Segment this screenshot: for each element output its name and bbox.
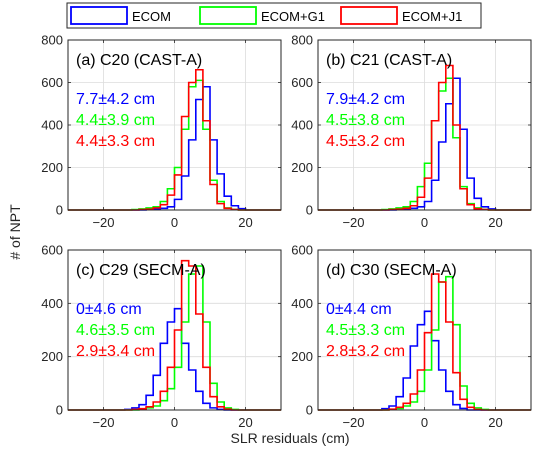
legend-box (66, 2, 482, 29)
legend-entry-ecom-g1: ECOM+G1 (199, 6, 325, 25)
y-tick-label: 0 (56, 403, 63, 418)
y-tick-label: 0 (306, 203, 313, 218)
x-axis-label: SLR residuals (cm) (230, 430, 349, 446)
y-tick-label: 600 (41, 243, 63, 258)
panel-title: (a) C20 (CAST-A) (76, 52, 202, 69)
panel-title: (d) C30 (SECM-A) (326, 262, 457, 279)
x-tick-label: 20 (238, 415, 252, 430)
stat-label-ecom-j1: 4.4±3.3 cm (76, 133, 155, 150)
y-tick-label: 800 (291, 33, 313, 48)
legend-entry-ecom-j1: ECOM+J1 (340, 6, 462, 25)
stat-label-ecom-g1: 4.5±3.3 cm (326, 322, 405, 339)
legend-label-ecom-j1: ECOM+J1 (402, 9, 462, 24)
y-tick-label: 0 (306, 403, 313, 418)
x-tick-label: 20 (488, 215, 502, 230)
stat-label-ecom-j1: 4.5±3.2 cm (326, 133, 405, 150)
panel-title: (b) C21 (CAST-A) (326, 52, 452, 69)
y-tick-label: 200 (291, 160, 313, 175)
y-tick-label: 400 (41, 296, 63, 311)
stat-label-ecom-g1: 4.4±3.9 cm (76, 112, 155, 129)
y-tick-label: 0 (56, 203, 63, 218)
legend-swatch-ecom (70, 6, 128, 25)
panel-b: 0 200 400 600 800 −20 0 20 (b) C21 (CAST-A) 7.9±4… (291, 33, 532, 230)
x-tick-label: 0 (171, 215, 178, 230)
x-tick-label: −20 (92, 415, 114, 430)
x-tick-label: −20 (92, 215, 114, 230)
y-tick-label: 800 (41, 33, 63, 48)
legend-entry-ecom: ECOM (70, 6, 171, 25)
y-tick-label: 200 (41, 349, 63, 364)
x-tick-label: 0 (171, 415, 178, 430)
y-tick-label: 600 (41, 75, 63, 90)
stat-label-ecom-g1: 4.5±3.8 cm (326, 112, 405, 129)
legend-label-ecom: ECOM (132, 9, 171, 24)
legend: ECOM ECOM+G1 ECOM+J1 (66, 2, 482, 29)
stat-label-ecom: 0±4.6 cm (76, 301, 142, 318)
y-axis-label: # of NPT (7, 204, 23, 260)
stat-label-ecom-j1: 2.8±3.2 cm (326, 343, 405, 360)
y-tick-label: 200 (41, 160, 63, 175)
y-tick-label: 600 (291, 243, 313, 258)
stat-label-ecom-g1: 4.6±3.5 cm (76, 322, 155, 339)
legend-label-ecom-g1: ECOM+G1 (261, 9, 325, 24)
y-tick-label: 200 (291, 349, 313, 364)
y-tick-label: 400 (291, 296, 313, 311)
y-tick-label: 400 (291, 118, 313, 133)
y-tick-label: 600 (291, 75, 313, 90)
panel-d: 0 200 400 600 −20 0 20 (d) C30 (SECM-A) 0±4.4 cm… (291, 243, 532, 430)
panel-c: 0 200 400 600 −20 0 20 (c) C29 (SECM-A) 0±4.6 cm… (41, 243, 282, 430)
x-tick-label: 0 (421, 415, 428, 430)
panel-a: 0 200 400 600 800 −20 0 20 (a) C20 (CAST-A) 7.7±4… (41, 33, 282, 230)
x-tick-label: 0 (421, 215, 428, 230)
x-tick-label: −20 (342, 415, 364, 430)
stat-label-ecom: 0±4.4 cm (326, 301, 392, 318)
x-tick-label: 20 (488, 415, 502, 430)
stat-label-ecom: 7.9±4.2 cm (326, 91, 405, 108)
x-tick-label: −20 (342, 215, 364, 230)
y-tick-label: 400 (41, 118, 63, 133)
legend-swatch-ecom-j1 (340, 6, 398, 25)
x-tick-label: 20 (238, 215, 252, 230)
stat-label-ecom: 7.7±4.2 cm (76, 91, 155, 108)
legend-swatch-ecom-g1 (199, 6, 257, 25)
panel-title: (c) C29 (SECM-A) (76, 262, 206, 279)
stat-label-ecom-j1: 2.9±3.4 cm (76, 343, 155, 360)
